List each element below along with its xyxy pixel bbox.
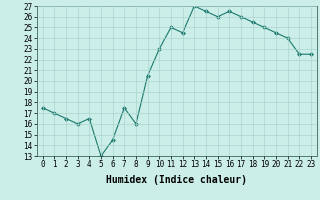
- X-axis label: Humidex (Indice chaleur): Humidex (Indice chaleur): [106, 175, 247, 185]
